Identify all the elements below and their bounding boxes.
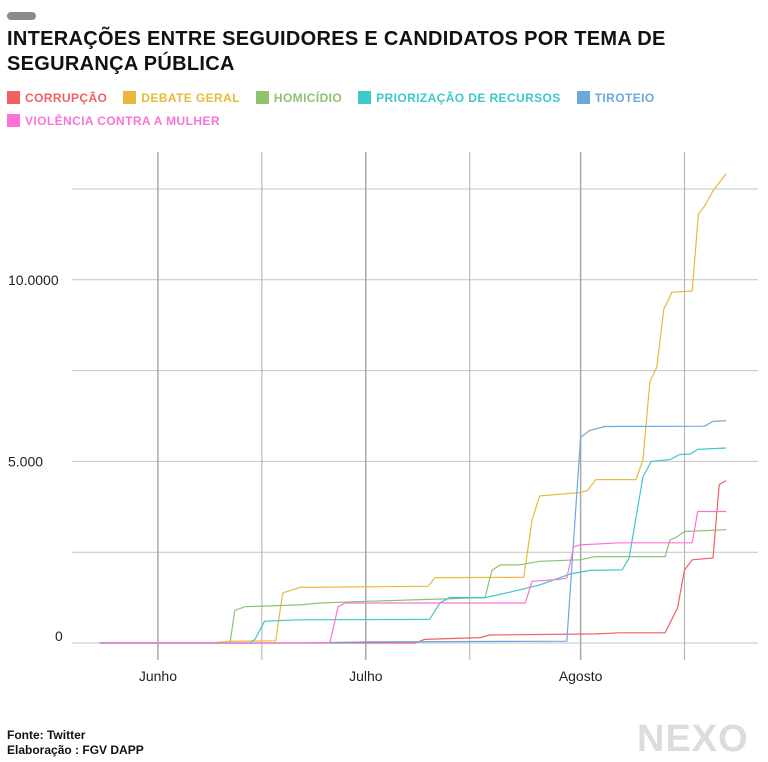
x-tick-label: Julho	[349, 668, 383, 684]
nexo-logo: NEXO	[637, 718, 749, 760]
legend-swatch	[7, 91, 20, 104]
legend-label: VIOLÊNCIA CONTRA A MULHER	[25, 113, 220, 128]
legend-item: TIROTEIO	[576, 89, 655, 106]
drag-handle	[7, 12, 36, 20]
series-line-debate-geral	[99, 173, 727, 644]
source-text: Fonte: Twitter	[7, 728, 86, 742]
legend-label: TIROTEIO	[594, 90, 655, 105]
series-line-tiroteio	[99, 420, 727, 644]
x-tick-label: Agosto	[559, 668, 603, 684]
x-tick-label: Junho	[139, 668, 177, 684]
legend-item: HOMICÍDIO	[255, 89, 343, 106]
series-line-corrup-o	[99, 480, 727, 644]
y-tick-label: 10.0000	[8, 272, 59, 288]
legend-swatch	[576, 91, 590, 104]
legend-label: DEBATE GERAL	[141, 90, 240, 105]
legend-item: DEBATE GERAL	[123, 89, 240, 106]
legend-swatch	[123, 91, 137, 104]
credit-text: Elaboração : FGV DAPP	[7, 743, 144, 757]
legend: CORRUPÇÃO DEBATE GERAL HOMICÍDIO PRIORIZAÇÃ…	[7, 89, 727, 129]
chart-title: INTERAÇÕES ENTRE SEGUIDORES E CANDIDATOS…	[7, 28, 666, 75]
legend-swatch	[358, 91, 372, 104]
series-line-prioriza-o-de-recursos	[99, 447, 727, 644]
y-tick-label: 0	[55, 628, 63, 644]
legend-label: PRIORIZAÇÃO DE RECURSOS	[376, 90, 561, 105]
legend-swatch	[255, 91, 269, 104]
legend-item: PRIORIZAÇÃO DE RECURSOS	[358, 89, 561, 106]
y-tick-label: 5.000	[8, 453, 43, 469]
legend-item: CORRUPÇÃO	[7, 89, 107, 106]
legend-swatch	[7, 114, 20, 127]
legend-label: HOMICÍDIO	[273, 90, 343, 105]
series-line-viol-ncia-contra-a-mulher	[99, 510, 727, 644]
legend-item: VIOLÊNCIA CONTRA A MULHER	[7, 112, 220, 129]
source-note: Fonte: Twitter Elaboração : FGV DAPP	[7, 728, 144, 758]
legend-label: CORRUPÇÃO	[25, 90, 108, 105]
